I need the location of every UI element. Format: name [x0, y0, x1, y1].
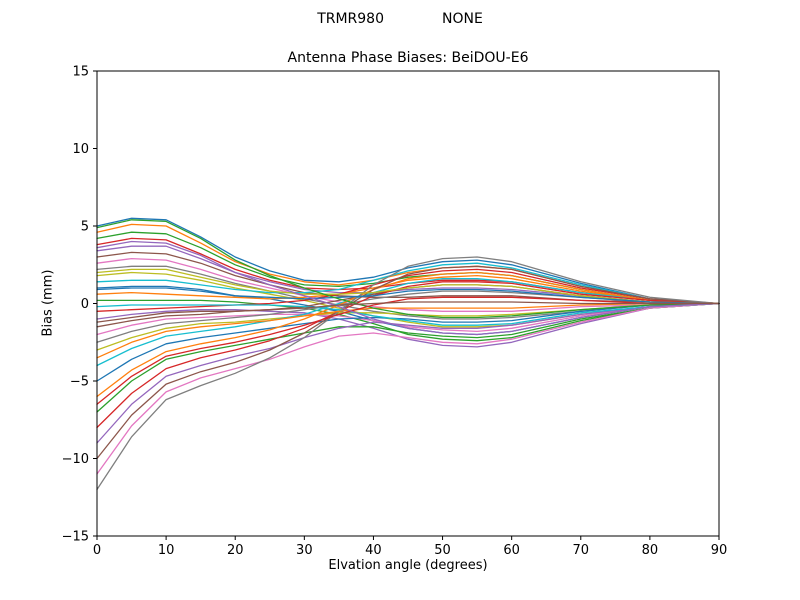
x-axis-label: Elvation angle (degrees) [328, 558, 488, 573]
x-tick-label: 40 [365, 543, 382, 558]
series-line [96, 274, 720, 305]
series-line [96, 271, 720, 398]
y-tick-label: 5 [81, 220, 89, 235]
series-line [96, 302, 720, 382]
series-line [96, 302, 720, 444]
x-tick-label: 50 [434, 543, 451, 558]
x-tick-label: 20 [227, 543, 244, 558]
series-line [96, 290, 720, 343]
x-tick-label: 60 [503, 543, 520, 558]
series-line [96, 262, 720, 305]
y-tick-label: −10 [62, 452, 89, 467]
series-line [96, 240, 720, 336]
series-line [96, 301, 720, 323]
series-line [96, 287, 720, 305]
series-line [96, 302, 720, 413]
y-tick-label: 0 [81, 297, 89, 312]
suptitle-receiver: TRMR980 [317, 11, 384, 27]
series-line [96, 296, 720, 405]
x-tick-label: 0 [93, 543, 101, 558]
series-line [96, 217, 720, 305]
axes-title: Antenna Phase Biases: BeiDOU-E6 [287, 50, 529, 66]
series-line [96, 302, 720, 348]
y-tick-label: 15 [72, 65, 89, 80]
suptitle-antenna: NONE [442, 11, 483, 27]
series-line [96, 265, 720, 320]
y-tick-label: −5 [70, 375, 89, 390]
series-line [96, 268, 720, 312]
x-tick-label: 90 [711, 543, 728, 558]
y-tick-label: 10 [72, 142, 89, 157]
x-tick-label: 70 [573, 543, 590, 558]
series-line [96, 245, 720, 305]
x-tick-label: 30 [296, 543, 313, 558]
x-tick-label: 80 [642, 543, 659, 558]
series-line [96, 302, 720, 475]
series-line [96, 268, 720, 305]
figure-suptitle: TRMR980 NONE [0, 10, 800, 28]
series-line [96, 299, 720, 342]
x-tick-label: 10 [158, 543, 175, 558]
series-line [96, 219, 720, 319]
series-line [96, 265, 720, 460]
series-line [96, 256, 720, 491]
y-tick-label: −15 [62, 530, 89, 545]
